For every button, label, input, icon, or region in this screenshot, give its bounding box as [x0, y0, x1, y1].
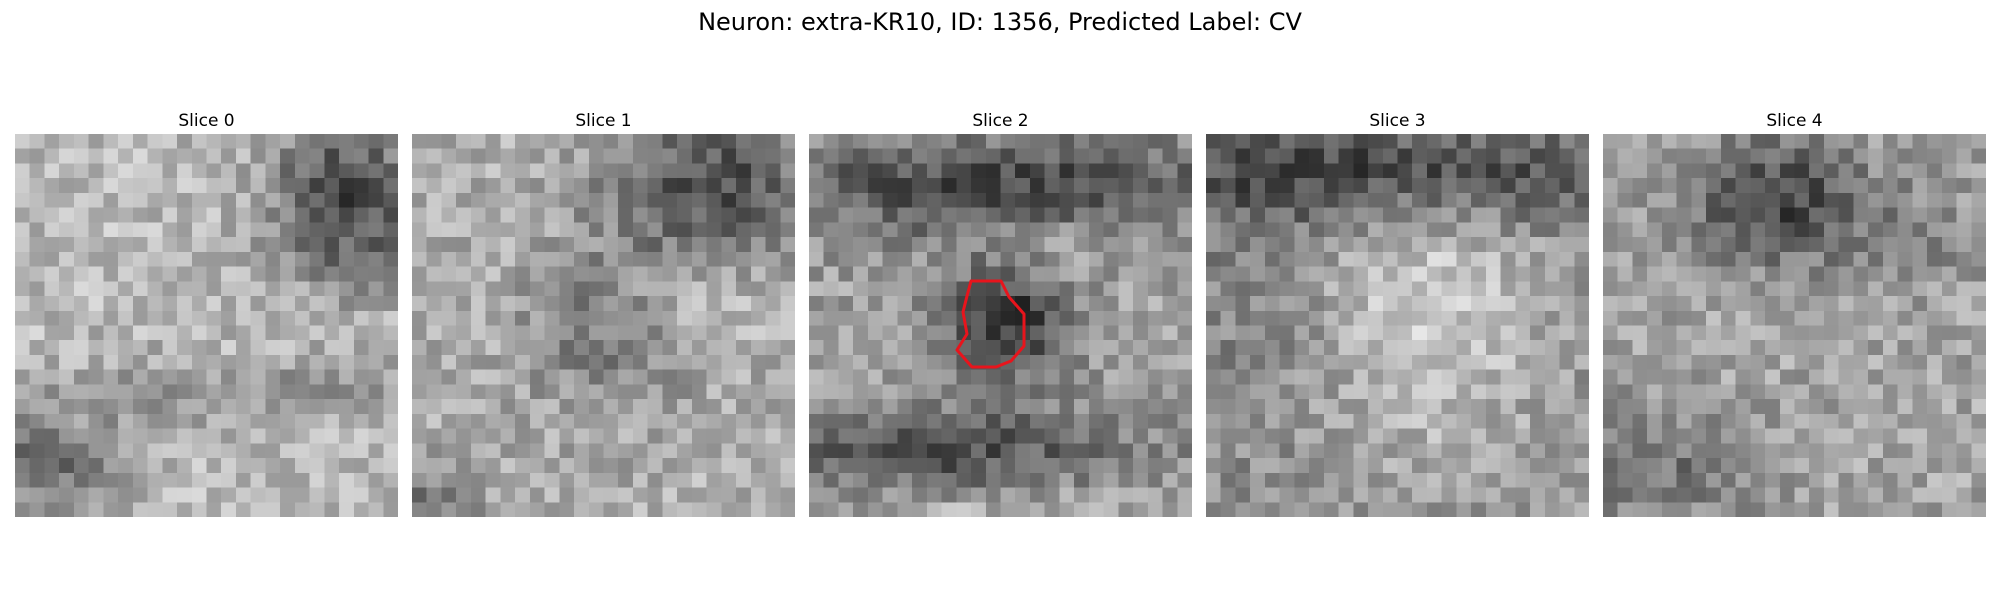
slice-pixels — [15, 134, 398, 517]
slice-image-4 — [1603, 134, 1986, 517]
slice-image-2 — [809, 134, 1192, 517]
slice-title: Slice 1 — [575, 111, 632, 131]
slice-panel-1: Slice 1 — [412, 108, 795, 517]
slice-panel-3: Slice 3 — [1206, 108, 1589, 517]
slice-title: Slice 0 — [178, 111, 235, 131]
slice-panel-0: Slice 0 — [15, 108, 398, 517]
slice-image-1 — [412, 134, 795, 517]
slice-title: Slice 3 — [1369, 111, 1426, 131]
slice-pixels — [1603, 134, 1986, 517]
contour-overlay — [955, 279, 1026, 369]
slice-title: Slice 2 — [972, 111, 1029, 131]
slice-title: Slice 4 — [1766, 111, 1823, 131]
slice-pixels — [1206, 134, 1589, 517]
slice-panel-2: Slice 2 — [809, 108, 1192, 517]
figure-title: Neuron: extra-KR10, ID: 1356, Predicted … — [698, 8, 1302, 36]
slice-image-0 — [15, 134, 398, 517]
slice-pixels — [412, 134, 795, 517]
slice-image-3 — [1206, 134, 1589, 517]
slice-panel-4: Slice 4 — [1603, 108, 1986, 517]
cell-contour — [955, 279, 1026, 369]
slice-pixels — [809, 134, 1192, 517]
